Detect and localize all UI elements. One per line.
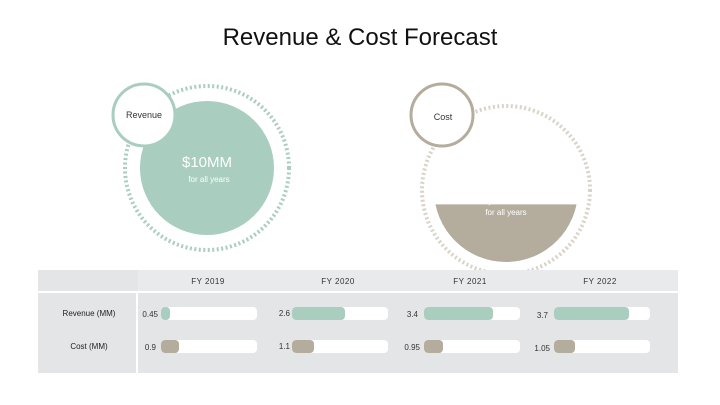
revenue-bar-track-fy2020 bbox=[292, 307, 388, 320]
revenue-value-fy2020: 2.6 bbox=[278, 309, 290, 318]
revenue-bar-fy2022 bbox=[554, 307, 629, 320]
cost-bar-track-fy2019 bbox=[161, 340, 257, 353]
cost-bar-fy2021 bbox=[424, 340, 444, 353]
cost-value-fy2019: 0.9 bbox=[144, 343, 156, 352]
revenue-bubble-sublabel: for all years bbox=[188, 175, 229, 184]
header-divider bbox=[38, 291, 678, 293]
revenue-value-fy2021: 3.4 bbox=[406, 310, 418, 319]
table-header-strip bbox=[138, 270, 678, 291]
revenue-label-circle bbox=[111, 82, 177, 148]
revenue-value-fy2022: 3.7 bbox=[536, 311, 548, 320]
chart-title: Revenue & Cost Forecast bbox=[222, 24, 498, 51]
cost-value-fy2021: 0.95 bbox=[404, 343, 420, 352]
cost-dotted-ring bbox=[420, 104, 592, 270]
cost-bar-track-fy2021 bbox=[424, 340, 520, 353]
col-header-fy2020: FY 2020 bbox=[321, 277, 355, 286]
row-label-cost: Cost (MM) bbox=[70, 342, 108, 351]
col-header-fy2019: FY 2019 bbox=[191, 277, 225, 286]
cost-bar-track-fy2022 bbox=[554, 340, 650, 353]
col-header-fy2021: FY 2021 bbox=[453, 277, 487, 286]
cost-bar-track-fy2020 bbox=[292, 340, 388, 353]
bubble-chart: Revenue $10MM for all years Cost $4MM fo… bbox=[111, 82, 592, 270]
revenue-bar-track-fy2021 bbox=[424, 307, 520, 320]
revenue-bar-fy2021 bbox=[424, 307, 493, 320]
revenue-value-fy2019: 0.45 bbox=[142, 310, 158, 319]
row-label-revenue: Revenue (MM) bbox=[62, 309, 116, 318]
revenue-bubble-label: Revenue bbox=[126, 110, 162, 120]
revenue-bar-track-fy2022 bbox=[554, 307, 650, 320]
col-header-fy2022: FY 2022 bbox=[583, 277, 617, 286]
revenue-bar-fy2019 bbox=[161, 307, 171, 320]
cost-value-fy2020: 1.1 bbox=[278, 342, 290, 351]
cost-bubble: Cost $4MM for all years bbox=[409, 82, 592, 270]
cost-bar-fy2020 bbox=[292, 340, 315, 353]
cost-bubble-label: Cost bbox=[434, 112, 453, 122]
revenue-bar-track-fy2019 bbox=[161, 307, 257, 320]
revenue-bar-fy2020 bbox=[292, 307, 345, 320]
cost-bubble-sublabel: for all years bbox=[485, 208, 526, 217]
revenue-dotted-ring bbox=[123, 84, 291, 252]
cost-bubble-value: $4MM bbox=[485, 191, 527, 208]
cost-bar-fy2022 bbox=[554, 340, 576, 353]
cost-label-circle bbox=[409, 82, 475, 148]
revenue-bubble-value: $10MM bbox=[182, 154, 232, 171]
label-column-divider bbox=[136, 291, 138, 373]
revenue-bubble-fill bbox=[140, 101, 274, 235]
cost-value-fy2022: 1.05 bbox=[534, 344, 550, 353]
cost-bar-fy2019 bbox=[161, 340, 180, 353]
revenue-bubble: Revenue $10MM for all years bbox=[111, 82, 291, 252]
